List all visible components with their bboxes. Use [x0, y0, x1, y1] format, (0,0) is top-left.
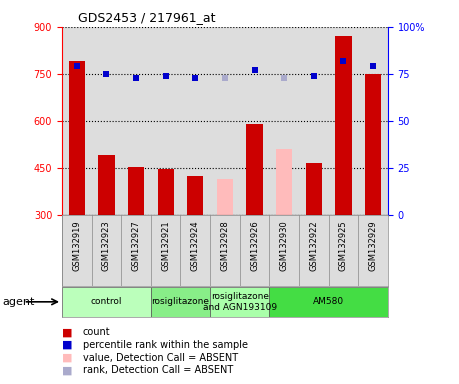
Bar — [306, 163, 322, 215]
Text: GSM132919: GSM132919 — [72, 221, 81, 271]
Text: GSM132921: GSM132921 — [161, 221, 170, 271]
Text: agent: agent — [2, 297, 35, 307]
Text: ■: ■ — [62, 353, 73, 362]
Text: percentile rank within the sample: percentile rank within the sample — [83, 340, 247, 350]
Bar — [217, 179, 233, 215]
Bar — [210, 287, 269, 317]
Text: GSM132929: GSM132929 — [369, 221, 378, 271]
Bar — [276, 149, 292, 215]
Text: ■: ■ — [62, 340, 73, 350]
Text: GSM132925: GSM132925 — [339, 221, 348, 271]
Text: GSM132924: GSM132924 — [191, 221, 200, 271]
Bar — [98, 156, 115, 215]
Bar — [365, 74, 381, 215]
Bar — [269, 287, 388, 317]
Bar — [246, 124, 263, 215]
Bar — [128, 167, 144, 215]
Text: GSM132922: GSM132922 — [309, 221, 318, 271]
Bar — [335, 36, 352, 215]
Text: count: count — [83, 327, 110, 337]
Text: GSM132928: GSM132928 — [220, 221, 230, 271]
Text: value, Detection Call = ABSENT: value, Detection Call = ABSENT — [83, 353, 238, 362]
Text: AM580: AM580 — [313, 297, 344, 306]
Bar — [187, 176, 203, 215]
Text: ■: ■ — [62, 327, 73, 337]
Text: GSM132926: GSM132926 — [250, 221, 259, 271]
Text: control: control — [91, 297, 122, 306]
Text: GSM132930: GSM132930 — [280, 221, 289, 271]
Bar — [157, 169, 174, 215]
Text: GSM132927: GSM132927 — [132, 221, 140, 271]
Bar — [151, 287, 210, 317]
Text: rosiglitazone: rosiglitazone — [151, 297, 209, 306]
Text: rank, Detection Call = ABSENT: rank, Detection Call = ABSENT — [83, 365, 233, 375]
Bar — [69, 61, 85, 215]
Text: ■: ■ — [62, 365, 73, 375]
Text: GDS2453 / 217961_at: GDS2453 / 217961_at — [78, 11, 216, 24]
Bar — [62, 287, 151, 317]
Text: GSM132923: GSM132923 — [102, 221, 111, 271]
Text: rosiglitazone
and AGN193109: rosiglitazone and AGN193109 — [203, 292, 277, 311]
